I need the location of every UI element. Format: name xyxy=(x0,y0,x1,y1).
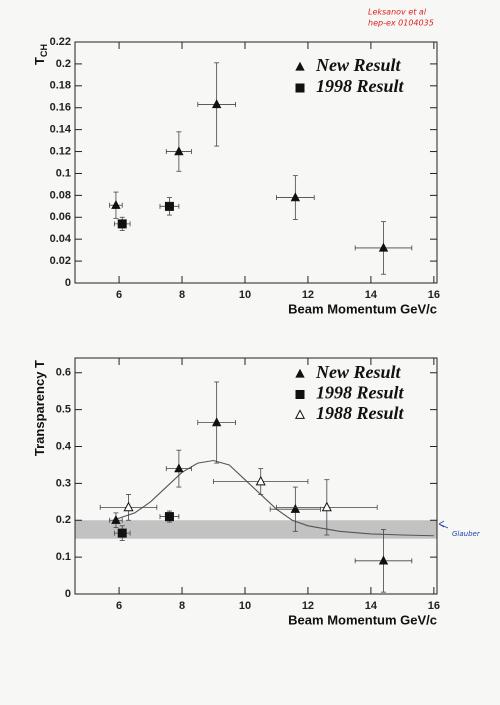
y-tick-label: 0 xyxy=(65,277,71,289)
x-tick-label: 8 xyxy=(179,600,185,612)
data-point xyxy=(164,201,174,211)
data-point xyxy=(111,199,121,209)
y-tick-label: 0.02 xyxy=(50,255,71,267)
x-tick-label: 14 xyxy=(365,600,378,612)
x-tick-label: 6 xyxy=(116,600,122,612)
chart: 0 0.02 0.04 0.06 0.08 0.1 0.12 0.14 0.16 0.18 0.2 0… xyxy=(32,8,440,317)
data-point xyxy=(123,501,134,512)
x-tick-label: 12 xyxy=(302,289,314,301)
y-tick-label: 0.16 xyxy=(50,102,71,114)
x-tick-label: 12 xyxy=(302,600,314,612)
y-tick-label: 0.4 xyxy=(56,440,72,452)
note-arrow xyxy=(438,520,449,529)
y-tick-label: 0.6 xyxy=(56,367,71,379)
legend-label: New Result xyxy=(315,55,402,75)
x-tick-label: 16 xyxy=(428,289,440,301)
data-point xyxy=(290,192,301,202)
data-point xyxy=(290,503,301,513)
data-point xyxy=(164,512,174,522)
data-point xyxy=(117,219,127,229)
x-tick-label: 14 xyxy=(365,289,378,301)
y-axis-label: TCH xyxy=(32,44,49,65)
legend-marker xyxy=(294,409,306,419)
y-tick-label: 0.12 xyxy=(50,145,71,157)
handwritten-note: hep-ex 0104035 xyxy=(368,19,434,28)
data-point xyxy=(378,555,389,565)
y-tick-label: 0.06 xyxy=(50,211,71,223)
y-tick-label: 0.08 xyxy=(50,189,71,201)
x-tick-label: 16 xyxy=(428,600,440,612)
y-tick-label: 0.1 xyxy=(56,551,71,563)
y-tick-label: 0.2 xyxy=(56,58,71,70)
x-axis-label: Beam Momentum GeV/c xyxy=(288,612,437,627)
x-tick-label: 6 xyxy=(116,289,122,301)
fit-curve xyxy=(112,459,434,537)
y-tick-label: 0.14 xyxy=(50,124,72,136)
y-tick-label: 0.3 xyxy=(56,477,71,489)
x-tick-label: 10 xyxy=(239,289,251,301)
data-point xyxy=(174,463,184,473)
y-axis-label-main: Transparency T xyxy=(32,360,47,456)
plot-frame xyxy=(74,357,438,595)
x-tick-label: 10 xyxy=(239,600,251,612)
plot-frame xyxy=(74,41,438,284)
y-tick-label: 0.22 xyxy=(50,36,71,48)
data-point xyxy=(255,475,266,486)
y-tick-label: 0.1 xyxy=(56,167,71,179)
y-tick-label: 0 xyxy=(65,588,71,600)
y-axis-label: Transparency T xyxy=(32,360,47,456)
handwritten-note: Glauber xyxy=(452,530,481,538)
data-point xyxy=(174,146,184,156)
data-point xyxy=(111,514,121,524)
data-point xyxy=(211,99,222,109)
legend-label: New Result xyxy=(315,362,402,382)
legend-label: 1988 Result xyxy=(316,403,405,423)
y-tick-label: 0.5 xyxy=(56,404,71,416)
x-axis-label: Beam Momentum GeV/c xyxy=(288,301,437,316)
legend-label: 1998 Result xyxy=(316,383,405,403)
legend-marker xyxy=(295,368,305,378)
y-axis-label-sub: CH xyxy=(39,44,49,57)
y-tick-label: 0.2 xyxy=(56,514,71,526)
legend-label: 1998 Result xyxy=(316,76,405,96)
y-axis-label-main: T xyxy=(32,57,47,65)
handwritten-note: Leksanov et al xyxy=(368,8,427,17)
data-point xyxy=(378,242,389,252)
legend-marker xyxy=(295,61,305,71)
band xyxy=(75,520,437,539)
data-point xyxy=(117,528,127,538)
x-tick-label: 8 xyxy=(179,289,185,301)
legend-marker xyxy=(295,390,305,399)
y-tick-label: 0.04 xyxy=(50,233,72,245)
y-tick-label: 0.18 xyxy=(50,80,71,92)
data-point xyxy=(211,417,222,427)
data-point xyxy=(321,501,332,512)
legend-marker xyxy=(295,83,305,93)
